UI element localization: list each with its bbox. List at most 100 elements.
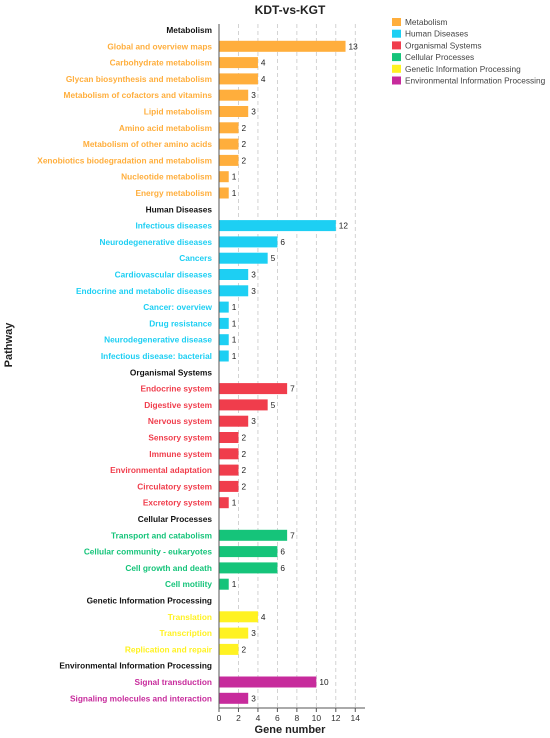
bar <box>219 57 258 69</box>
bar-value-label: 7 <box>290 384 295 394</box>
bar-value-label: 3 <box>251 693 256 703</box>
pathway-label: Transport and catabolism <box>111 530 212 540</box>
bar-value-label: 1 <box>232 351 237 361</box>
bar <box>219 448 239 460</box>
bar <box>219 480 239 492</box>
bar <box>219 154 239 166</box>
pathway-label: Neurodegenerative diseases <box>99 237 212 247</box>
pathway-label: Endocrine and metabolic diseases <box>76 286 212 296</box>
pathway-label: Replication and repair <box>125 644 213 654</box>
bar-value-label: 1 <box>232 172 237 182</box>
pathway-label: Digestive system <box>144 400 212 410</box>
pathway-label: Cell growth and death <box>125 563 212 573</box>
bar-value-label: 2 <box>241 433 246 443</box>
bar-value-label: 6 <box>280 547 285 557</box>
bar <box>219 220 336 232</box>
pathway-label: Metabolism of other amino acids <box>83 139 212 149</box>
pathway-label: Signaling molecules and interaction <box>70 693 212 703</box>
legend-swatch <box>392 53 401 62</box>
bar-value-label: 5 <box>271 253 276 263</box>
pathway-label: Excretory system <box>143 498 212 508</box>
bar <box>219 676 317 688</box>
y-axis-label: Pathway <box>3 322 15 368</box>
pathway-label: Sensory system <box>148 433 212 443</box>
pathway-label: Lipid metabolism <box>144 107 212 117</box>
bar <box>219 464 239 476</box>
bar <box>219 122 239 134</box>
bar-value-label: 1 <box>232 579 237 589</box>
legend-swatch <box>392 29 401 38</box>
pathway-label: Energy metabolism <box>135 188 212 198</box>
bar-value-label: 2 <box>241 644 246 654</box>
legend-swatch <box>392 18 401 26</box>
legend-label: Human Diseases <box>405 29 468 39</box>
legend-swatch <box>392 76 401 85</box>
bar <box>219 171 229 183</box>
x-tick-label: 12 <box>331 713 341 723</box>
bar <box>219 285 249 297</box>
bar-value-label: 1 <box>232 498 237 508</box>
x-tick-label: 14 <box>351 713 361 723</box>
pathway-label: Metabolism of cofactors and vitamins <box>64 90 213 100</box>
bar <box>219 89 249 101</box>
pathway-label: Nucleotide metabolism <box>121 172 212 182</box>
bar <box>219 252 268 264</box>
bar <box>219 334 229 346</box>
pathway-label: Cardiovascular diseases <box>115 270 213 280</box>
bar <box>219 578 229 590</box>
bar <box>219 432 239 443</box>
bar-value-label: 13 <box>349 41 359 51</box>
bar <box>219 383 288 395</box>
bar <box>219 317 229 329</box>
pathway-label: Amino acid metabolism <box>119 123 212 133</box>
pathway-label: Cell motility <box>165 579 212 589</box>
bar-value-label: 6 <box>280 237 285 247</box>
pathway-label: Infectious disease: bacterial <box>101 351 212 361</box>
pathway-label: Immune system <box>149 449 212 459</box>
bar <box>219 73 258 85</box>
bar-value-label: 2 <box>241 155 246 165</box>
bar <box>219 627 249 639</box>
bar-value-label: 2 <box>241 465 246 475</box>
legend-label: Metabolism <box>405 17 448 27</box>
category-header: Metabolism <box>166 25 212 35</box>
bar <box>219 106 249 117</box>
bar <box>219 611 258 623</box>
legend-swatch <box>392 64 401 73</box>
category-header: Genetic Information Processing <box>87 596 212 606</box>
bar-value-label: 5 <box>271 400 276 410</box>
bar-value-label: 4 <box>261 74 266 84</box>
bar-value-label: 6 <box>280 563 285 573</box>
bar-value-label: 10 <box>319 677 329 687</box>
pathway-label: Endocrine system <box>141 384 212 394</box>
bar-value-label: 4 <box>261 58 266 68</box>
bar <box>219 236 278 248</box>
bar-value-label: 1 <box>232 302 237 312</box>
pathway-label: Transcription <box>159 628 212 638</box>
bar-value-label: 3 <box>251 270 256 280</box>
bar-value-label: 2 <box>241 481 246 491</box>
bar-value-label: 3 <box>251 416 256 426</box>
legend-swatch <box>392 41 401 50</box>
legend-label: Environmental Information Processing <box>405 76 546 86</box>
legend-label: Cellular Processes <box>405 52 474 62</box>
pathway-label: Carbohydrate metabolism <box>110 58 212 68</box>
category-header: Cellular Processes <box>138 514 213 524</box>
bar-value-label: 3 <box>251 286 256 296</box>
pathway-label: Cancers <box>179 253 212 263</box>
bar-value-label: 4 <box>261 612 266 622</box>
bar-value-label: 3 <box>251 628 256 638</box>
bar <box>219 562 278 574</box>
pathway-label: Neurodegenerative disease <box>104 335 212 345</box>
bar-value-label: 3 <box>251 90 256 100</box>
bar-value-label: 2 <box>241 139 246 149</box>
x-tick-label: 6 <box>275 713 280 723</box>
bar <box>219 399 268 411</box>
bar-value-label: 1 <box>232 318 237 328</box>
bar-value-label: 3 <box>251 107 256 117</box>
bar <box>219 497 229 509</box>
x-tick-label: 0 <box>217 713 222 723</box>
x-tick-label: 2 <box>236 713 241 723</box>
